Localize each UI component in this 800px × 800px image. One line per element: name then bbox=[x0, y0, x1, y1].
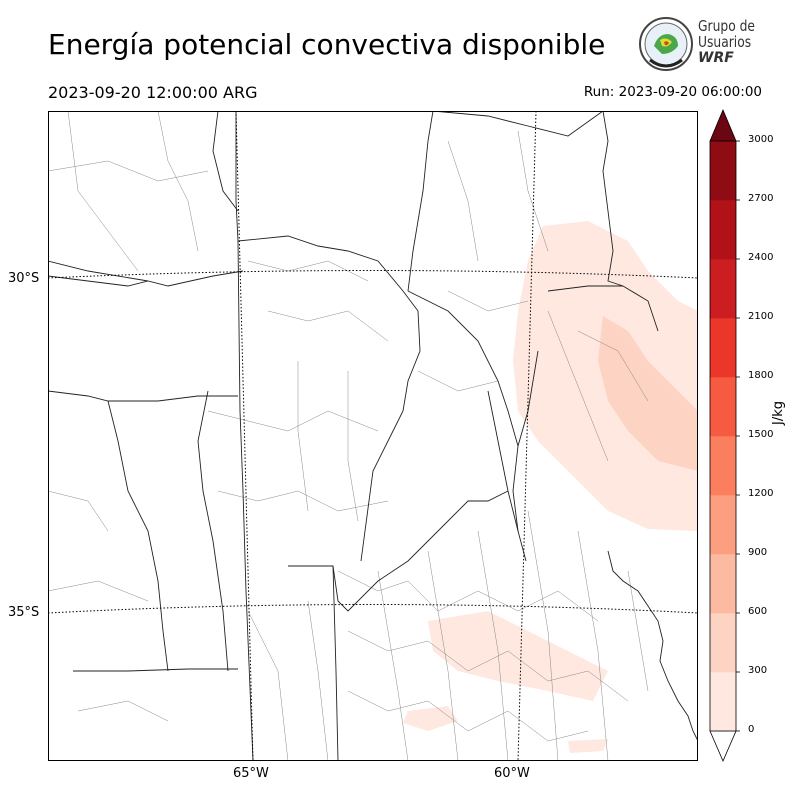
colorbar-tick-label: 2100 bbox=[748, 311, 774, 322]
cape-region-mid-east bbox=[598, 316, 698, 471]
graticule bbox=[48, 111, 698, 761]
colorbar-tick-label: 2400 bbox=[748, 252, 774, 263]
page-title: Energía potencial convectiva disponible bbox=[48, 28, 606, 61]
colorbar-extend-min bbox=[709, 730, 737, 763]
run-time: Run: 2023-09-20 06:00:00 bbox=[583, 84, 762, 100]
colorbar-bin bbox=[710, 554, 736, 614]
map bbox=[48, 111, 698, 761]
logo-emblem-icon bbox=[639, 17, 693, 71]
department-boundaries bbox=[48, 111, 649, 761]
colorbar-tick-label: 300 bbox=[748, 665, 768, 676]
colorbar-unit-label: J/kg bbox=[771, 401, 786, 425]
colorbar-bin bbox=[710, 318, 736, 378]
colorbar-bin bbox=[710, 200, 736, 260]
colorbar-bin bbox=[710, 495, 736, 555]
colorbar-tick-label: 0 bbox=[748, 724, 755, 735]
colorbar-tick-label: 600 bbox=[748, 606, 768, 617]
colorbar-tick-label: 2700 bbox=[748, 193, 774, 204]
latitude-label-30s: 30°S bbox=[8, 271, 40, 286]
colorbar-bin bbox=[710, 613, 736, 673]
colorbar bbox=[709, 108, 740, 763]
longitude-label-65w: 65°W bbox=[233, 766, 269, 781]
colorbar-tick-label: 900 bbox=[748, 547, 768, 558]
logo-line-3: WRF bbox=[698, 50, 734, 66]
colorbar-tick-label: 1200 bbox=[748, 488, 774, 499]
colorbar-tick-label: 1500 bbox=[748, 429, 774, 440]
cape-region-spots bbox=[403, 706, 608, 753]
colorbar-tick-label: 1800 bbox=[748, 370, 774, 381]
logo-text: Grupo de Usuarios WRF bbox=[698, 18, 768, 66]
longitude-label-60w: 60°W bbox=[494, 766, 530, 781]
cape-shading bbox=[403, 221, 698, 753]
logo-line-2: Usuarios bbox=[698, 33, 752, 51]
valid-time: 2023-09-20 12:00:00 ARG bbox=[48, 83, 258, 102]
colorbar-bin bbox=[710, 436, 736, 496]
colorbar-bin bbox=[710, 377, 736, 437]
latitude-label-35s: 35°S bbox=[8, 605, 40, 620]
cape-region-south bbox=[428, 611, 608, 701]
coastline bbox=[607, 550, 698, 742]
province-boundaries bbox=[48, 111, 659, 761]
colorbar-tick-label: 3000 bbox=[748, 134, 774, 145]
colorbar-extend-max bbox=[709, 108, 737, 142]
colorbar-bin bbox=[710, 672, 736, 732]
logo: Grupo de Usuarios WRF bbox=[638, 16, 768, 72]
colorbar-bin bbox=[710, 141, 736, 201]
logo-line-1: Grupo de bbox=[698, 17, 756, 35]
colorbar-bin bbox=[710, 259, 736, 319]
